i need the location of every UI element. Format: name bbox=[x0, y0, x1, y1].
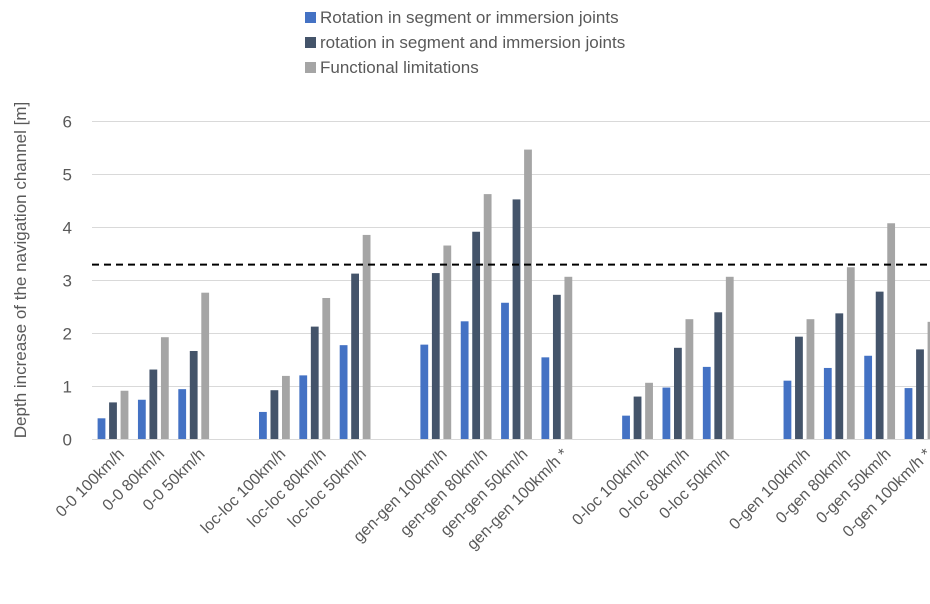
bar-1 bbox=[178, 389, 187, 440]
bar-3 bbox=[806, 319, 815, 440]
bar-3 bbox=[524, 149, 532, 440]
bar-1 bbox=[339, 345, 348, 440]
bars bbox=[97, 149, 930, 440]
legend-label: Functional limitations bbox=[320, 58, 479, 77]
bar-1 bbox=[97, 418, 106, 440]
bar-3 bbox=[645, 382, 653, 440]
bar-1 bbox=[299, 375, 308, 440]
bar-1 bbox=[460, 321, 469, 440]
bar-1 bbox=[783, 380, 792, 440]
bar-1 bbox=[904, 388, 913, 440]
bar-3 bbox=[443, 245, 452, 440]
y-tick-label: 1 bbox=[63, 378, 72, 397]
bar-1 bbox=[501, 302, 509, 440]
bar-2 bbox=[472, 231, 481, 440]
bar-1 bbox=[259, 411, 267, 440]
y-tick-label: 6 bbox=[63, 113, 72, 132]
bar-2 bbox=[916, 349, 924, 440]
y-axis-title: Depth increase of the navigation channel… bbox=[11, 102, 30, 438]
legend-swatch bbox=[305, 62, 316, 73]
bar-1 bbox=[420, 344, 429, 440]
y-tick-label: 2 bbox=[63, 325, 72, 344]
legend-label: rotation in segment and immersion joints bbox=[320, 33, 625, 52]
bar-1 bbox=[137, 399, 146, 440]
bar-3 bbox=[282, 375, 290, 440]
bar-2 bbox=[835, 313, 844, 440]
bar-2 bbox=[714, 312, 723, 440]
bar-2 bbox=[189, 350, 198, 440]
legend-swatch bbox=[305, 12, 316, 23]
bar-2 bbox=[149, 369, 158, 440]
y-tick-label: 4 bbox=[63, 219, 72, 238]
bar-2 bbox=[431, 273, 440, 440]
bar-2 bbox=[270, 390, 279, 440]
y-axis-ticks: 0 1 2 3 4 5 6 bbox=[63, 113, 72, 450]
bar-1 bbox=[702, 366, 711, 440]
bar-2 bbox=[552, 294, 561, 440]
bar-3 bbox=[483, 194, 492, 440]
bar-3 bbox=[685, 319, 694, 440]
y-tick-label: 3 bbox=[63, 272, 72, 291]
bar-3 bbox=[927, 321, 930, 440]
bar-3 bbox=[564, 276, 573, 440]
bar-2 bbox=[310, 326, 319, 440]
legend: Rotation in segment or immersion joints r… bbox=[305, 8, 625, 77]
bar-3 bbox=[201, 292, 210, 440]
legend-swatch bbox=[305, 37, 316, 48]
bar-3 bbox=[160, 337, 169, 440]
bar-2 bbox=[674, 347, 682, 440]
bar-2 bbox=[795, 336, 803, 440]
bar-3 bbox=[120, 390, 129, 440]
bar-1 bbox=[541, 357, 550, 440]
bar-2 bbox=[109, 402, 117, 440]
bar-2 bbox=[633, 396, 642, 440]
gridlines bbox=[92, 121, 930, 387]
bar-1 bbox=[622, 415, 630, 440]
bar-3 bbox=[846, 267, 855, 440]
y-tick-label: 5 bbox=[63, 166, 72, 185]
bar-3 bbox=[362, 234, 371, 440]
bar-2 bbox=[875, 291, 884, 440]
bar-3 bbox=[887, 223, 896, 440]
bar-1 bbox=[864, 355, 873, 440]
bar-1 bbox=[823, 367, 832, 440]
bar-2 bbox=[512, 199, 521, 440]
x-tick-label: 0-0 100km/h bbox=[53, 446, 128, 521]
bar-1 bbox=[662, 387, 671, 440]
bar-3 bbox=[322, 297, 331, 440]
y-tick-label: 0 bbox=[63, 431, 72, 450]
bar-3 bbox=[725, 276, 734, 440]
legend-label: Rotation in segment or immersion joints bbox=[320, 8, 619, 27]
bar-2 bbox=[351, 273, 359, 440]
